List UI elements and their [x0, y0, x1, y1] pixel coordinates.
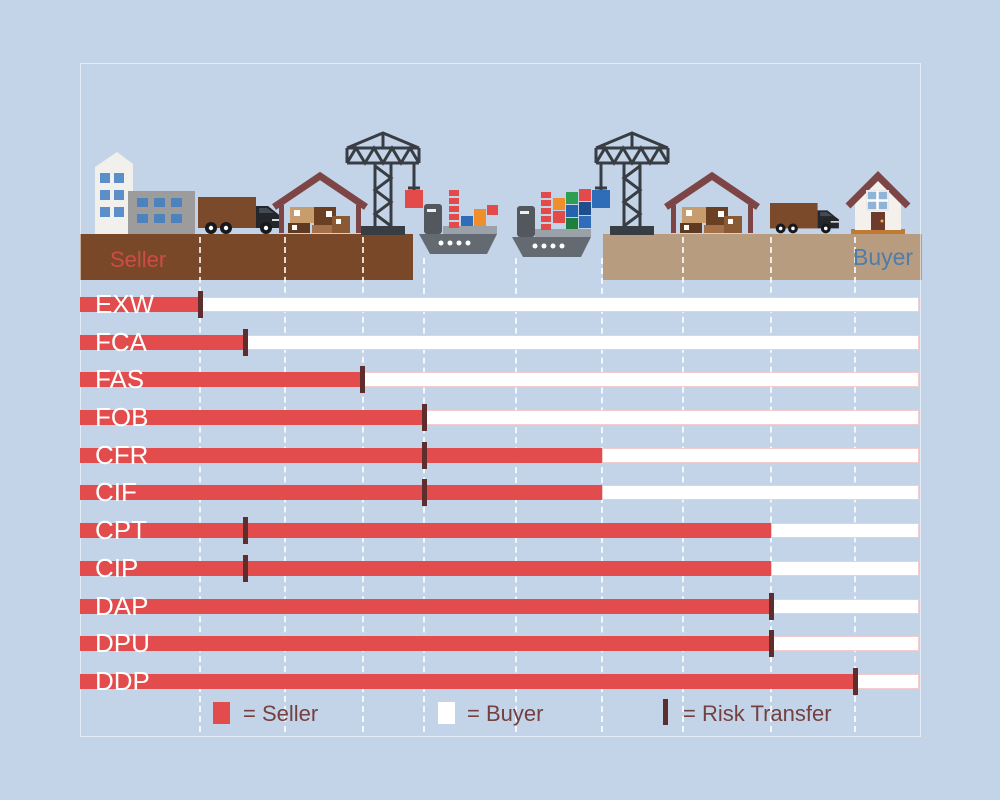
risk-transfer-marker: [422, 404, 427, 431]
incoterm-label: CIF: [95, 477, 137, 507]
warehouse-icon-right: [666, 176, 758, 233]
buyer-bar: [771, 561, 919, 576]
seller-bar: [80, 636, 771, 651]
stage-gridline: [770, 237, 772, 732]
buyer-bar: [771, 636, 919, 651]
seller-ground-label: Seller: [110, 247, 167, 272]
factory-icon: [95, 152, 195, 234]
incoterm-row-ddp: DDP: [0, 668, 1000, 695]
scene-illustration: [80, 131, 922, 280]
incoterm-row-cip: CIP: [0, 555, 1000, 582]
risk-transfer-marker: [243, 555, 248, 582]
stage-gridline: [682, 237, 684, 732]
incoterm-row-dpu: DPU: [0, 630, 1000, 657]
buyer-bar: [771, 523, 919, 538]
buyer-bar: [200, 297, 919, 312]
seller-swatch: [213, 702, 230, 724]
buyer-bar: [602, 485, 919, 500]
buyer-bar: [362, 372, 919, 387]
stage-gridline: [199, 237, 201, 732]
seller-bar: [80, 410, 424, 425]
seller-bar: [80, 599, 771, 614]
seller-bar: [80, 485, 602, 500]
stage-gridline: [854, 237, 856, 732]
incoterm-row-exw: EXW: [0, 291, 1000, 318]
incoterm-label: CIP: [95, 553, 139, 583]
risk-transfer-marker: [198, 291, 203, 318]
house-icon: [845, 171, 911, 234]
legend-label-seller: = Seller: [243, 701, 319, 726]
buyer-bar: [855, 674, 919, 689]
seller-bar: [80, 523, 771, 538]
risk-transfer-swatch: [663, 699, 668, 725]
incoterm-row-fca: FCA: [0, 329, 1000, 356]
buyer-bar: [771, 599, 919, 614]
incoterm-label: DDP: [95, 666, 150, 696]
truck-icon-right: [770, 203, 839, 234]
legend-label-buyer: = Buyer: [467, 701, 544, 726]
blue-container-icon: [592, 190, 610, 208]
incoterm-label: CPT: [95, 515, 147, 545]
buyer-swatch: [438, 702, 455, 724]
cargo-ship-icon-right: [512, 189, 591, 257]
incoterm-row-fas: FAS: [0, 366, 1000, 393]
cargo-ship-icon-left: [419, 190, 498, 254]
incoterm-label: FAS: [95, 364, 145, 394]
truck-icon-left: [198, 197, 282, 234]
incoterm-row-cif: CIF: [0, 479, 1000, 506]
incoterm-label: FOB: [95, 402, 149, 432]
seller-bar: [80, 335, 245, 350]
seller-bar: [80, 372, 362, 387]
warehouse-icon-left: [274, 176, 366, 233]
seller-bar: [80, 448, 602, 463]
incoterm-label: DAP: [95, 591, 149, 621]
seller-ground: [80, 234, 413, 280]
incoterm-row-cpt: CPT: [0, 517, 1000, 544]
buyer-bar: [424, 410, 919, 425]
buyer-bar: [602, 448, 919, 463]
seller-bar: [80, 297, 200, 312]
stage-gridline: [284, 237, 286, 732]
crane-icon-right: [593, 131, 670, 237]
risk-transfer-marker: [360, 366, 365, 393]
incoterm-row-dap: DAP: [0, 593, 1000, 620]
risk-transfer-marker: [769, 630, 774, 657]
red-container-icon: [405, 190, 423, 208]
incoterm-label: DPU: [95, 628, 150, 658]
buyer-ground: [603, 234, 922, 280]
legend-label-risk-transfer: = Risk Transfer: [683, 701, 832, 726]
seller-bar: [80, 674, 855, 689]
incoterm-label: CFR: [95, 440, 149, 470]
buyer-ground-label: Buyer: [853, 244, 914, 270]
seller-bar: [80, 561, 771, 576]
incoterm-label: FCA: [95, 327, 147, 357]
risk-transfer-marker: [853, 668, 858, 695]
buyer-bar: [245, 335, 919, 350]
risk-transfer-marker: [422, 442, 427, 469]
incoterm-row-fob: FOB: [0, 404, 1000, 431]
risk-transfer-marker: [243, 329, 248, 356]
incoterm-row-cfr: CFR: [0, 442, 1000, 469]
risk-transfer-marker: [422, 479, 427, 506]
stage-gridline: [362, 237, 364, 732]
risk-transfer-marker: [243, 517, 248, 544]
incoterm-label: EXW: [95, 289, 155, 319]
risk-transfer-marker: [769, 593, 774, 620]
